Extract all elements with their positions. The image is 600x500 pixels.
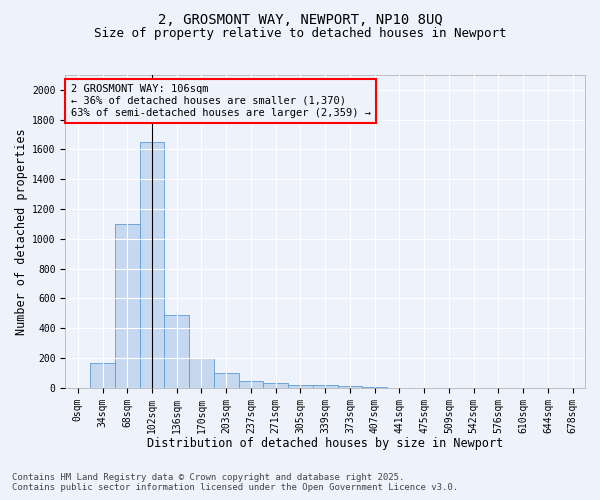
Bar <box>288 385 313 388</box>
X-axis label: Distribution of detached houses by size in Newport: Distribution of detached houses by size … <box>147 437 503 450</box>
Text: Contains public sector information licensed under the Open Government Licence v3: Contains public sector information licen… <box>12 484 458 492</box>
Bar <box>338 386 362 388</box>
Bar <box>140 142 164 388</box>
Text: Contains HM Land Registry data © Crown copyright and database right 2025.: Contains HM Land Registry data © Crown c… <box>12 474 404 482</box>
Bar <box>115 224 140 388</box>
Bar <box>362 387 387 388</box>
Bar <box>263 382 288 388</box>
Text: Size of property relative to detached houses in Newport: Size of property relative to detached ho… <box>94 28 506 40</box>
Bar <box>214 373 239 388</box>
Text: 2, GROSMONT WAY, NEWPORT, NP10 8UQ: 2, GROSMONT WAY, NEWPORT, NP10 8UQ <box>158 12 442 26</box>
Bar <box>239 381 263 388</box>
Bar <box>189 358 214 388</box>
Text: 2 GROSMONT WAY: 106sqm
← 36% of detached houses are smaller (1,370)
63% of semi-: 2 GROSMONT WAY: 106sqm ← 36% of detached… <box>71 84 371 117</box>
Bar <box>90 362 115 388</box>
Y-axis label: Number of detached properties: Number of detached properties <box>15 128 28 334</box>
Bar <box>313 385 338 388</box>
Bar <box>164 315 189 388</box>
